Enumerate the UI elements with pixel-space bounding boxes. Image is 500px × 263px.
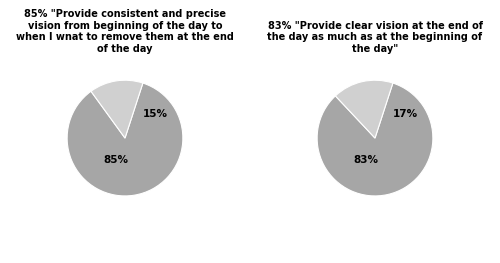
Title: 83% "Provide clear vision at the end of
the day as much as at the beginning of
t: 83% "Provide clear vision at the end of … <box>268 21 482 54</box>
Text: 85%: 85% <box>104 155 129 165</box>
Wedge shape <box>336 80 393 138</box>
Text: 15%: 15% <box>142 109 168 119</box>
Wedge shape <box>91 80 143 138</box>
Wedge shape <box>67 83 183 196</box>
Text: 83%: 83% <box>354 155 379 165</box>
Wedge shape <box>317 83 433 196</box>
Title: 85% "Provide consistent and precise
vision from beginning of the day to
when I w: 85% "Provide consistent and precise visi… <box>16 9 234 54</box>
Text: 17%: 17% <box>392 109 417 119</box>
